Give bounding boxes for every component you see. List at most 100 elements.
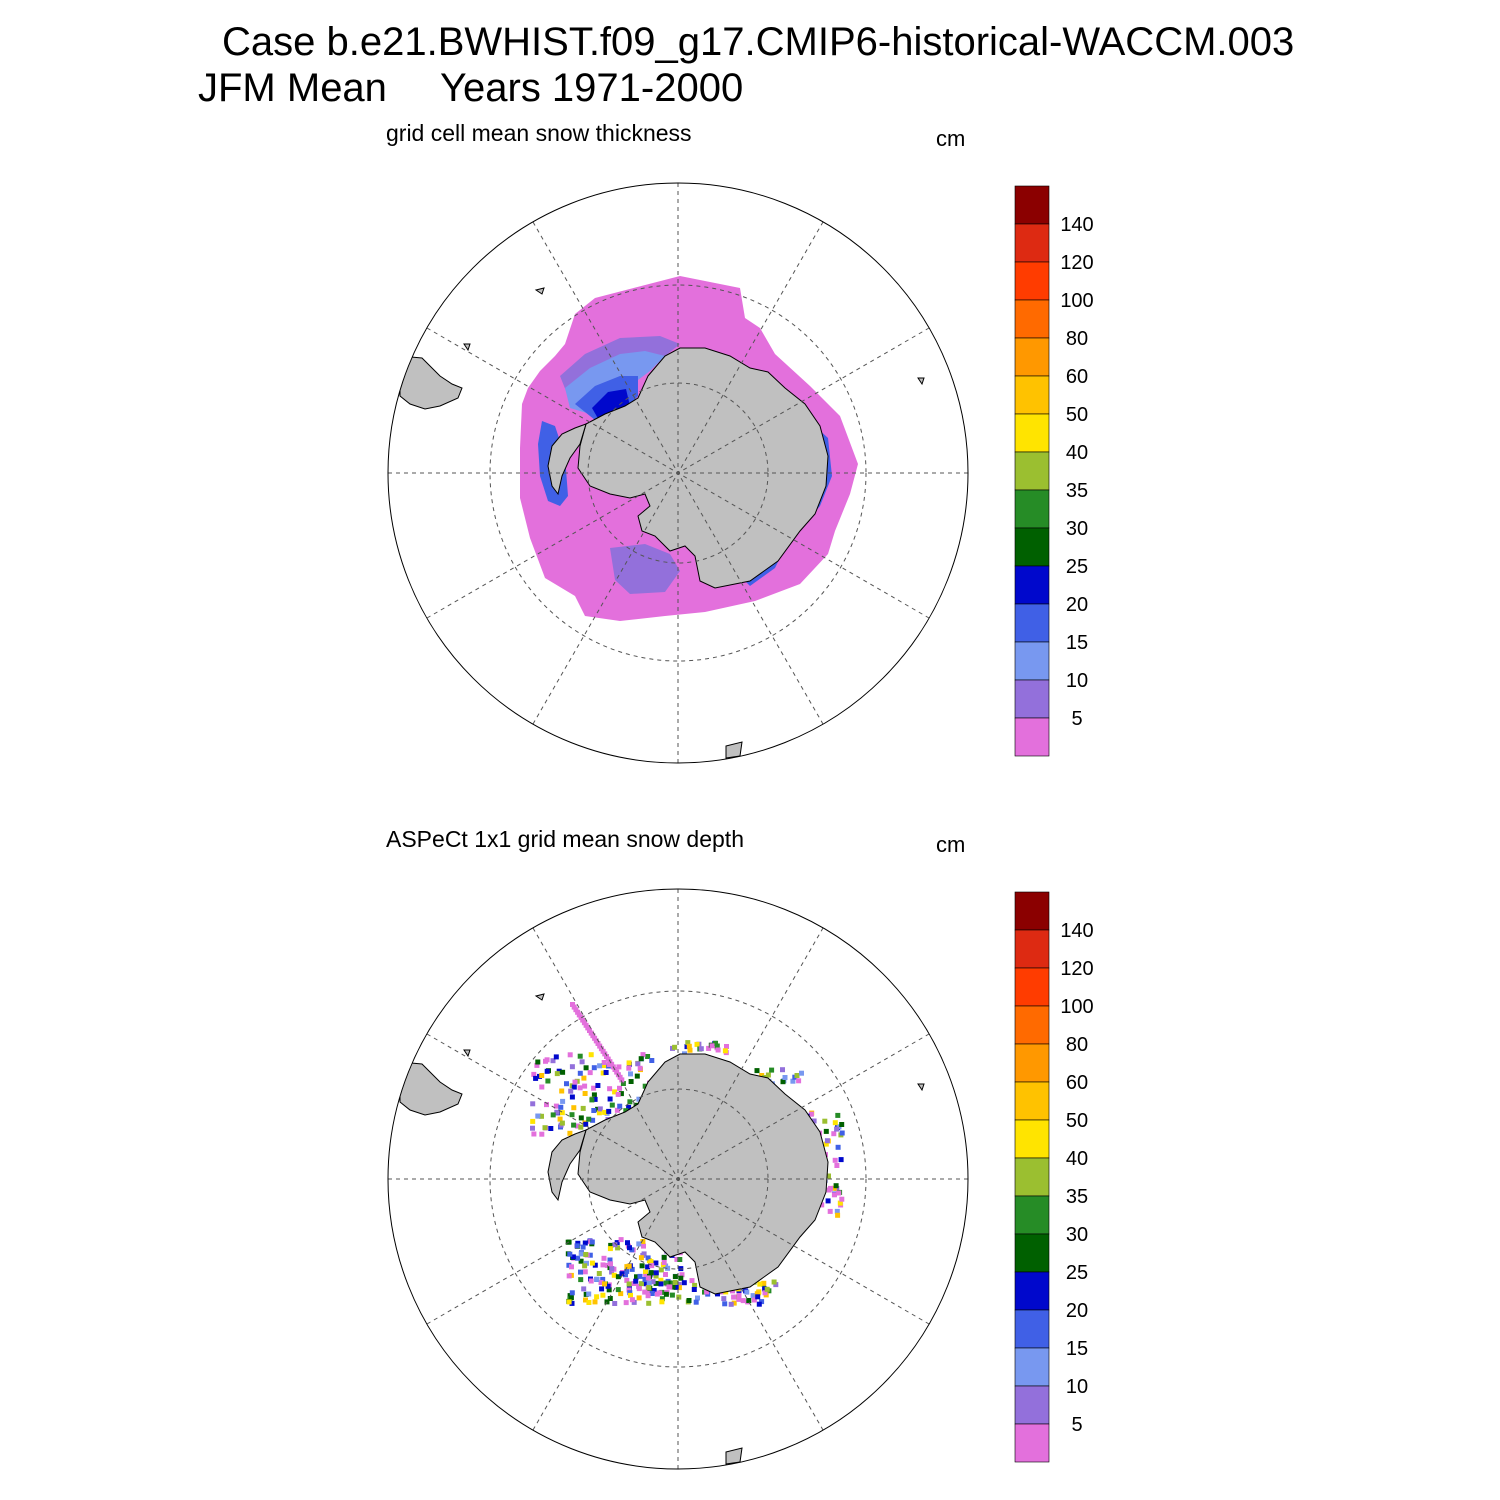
panel-1-title: grid cell mean snow thickness — [386, 120, 692, 146]
colorbar-swatch — [1014, 185, 1050, 225]
observation-cell — [672, 1280, 678, 1285]
observation-cell — [569, 1094, 575, 1100]
colorbar-tick-label: 5 — [1071, 1414, 1082, 1436]
observation-cell — [837, 1200, 843, 1206]
observation-cell — [663, 1291, 669, 1297]
observation-cell — [605, 1056, 611, 1062]
observation-cell — [560, 1098, 566, 1104]
observation-cell — [569, 1300, 575, 1306]
observation-cell — [643, 1273, 649, 1279]
observation-cell — [648, 1270, 654, 1276]
observation-cell — [586, 1116, 592, 1122]
observation-cell — [691, 1287, 697, 1292]
observation-cell — [577, 1053, 583, 1059]
colorbar-tick-label: 10 — [1066, 670, 1088, 692]
observation-cell — [635, 1061, 641, 1067]
observation-cell — [645, 1293, 651, 1299]
observation-cell — [750, 1293, 756, 1299]
colorbar-swatch — [1014, 1347, 1050, 1387]
observation-cell — [607, 1086, 613, 1092]
observation-cell — [589, 1239, 595, 1245]
latitude-ring-outer — [489, 990, 867, 1368]
colorbar-swatch — [1014, 299, 1050, 339]
observation-cell — [686, 1298, 692, 1303]
observation-cell — [636, 1096, 642, 1102]
observation-cell — [819, 1202, 825, 1208]
observation-cell — [667, 1280, 673, 1286]
colorbar-swatch — [1014, 891, 1050, 931]
observation-cell — [597, 1106, 603, 1112]
observation-cell — [634, 1274, 639, 1280]
observation-cell — [626, 1287, 632, 1293]
observation-cell — [558, 1104, 564, 1110]
observation-cell — [724, 1044, 729, 1049]
observation-cell — [839, 1196, 845, 1202]
observation-cell — [583, 1252, 589, 1257]
observation-cell — [834, 1126, 840, 1132]
observation-cell — [615, 1091, 621, 1097]
observation-cell — [646, 1280, 652, 1286]
observation-cell — [740, 1298, 746, 1304]
observation-cell — [587, 1252, 593, 1258]
observation-cell — [596, 1271, 602, 1276]
observation-cell — [615, 1072, 621, 1078]
colorbar-swatch — [1014, 1271, 1050, 1311]
observation-cell — [627, 1290, 633, 1296]
observation-cell — [831, 1131, 837, 1137]
observation-cell — [823, 1141, 829, 1147]
island-2 — [463, 343, 471, 352]
observation-cell — [623, 1108, 629, 1114]
observation-cell — [822, 1118, 828, 1124]
observation-cell — [728, 1301, 734, 1307]
observation-cell — [834, 1208, 840, 1214]
observation-cell — [639, 1263, 645, 1269]
observation-cell — [567, 1052, 573, 1058]
colorbar-tick-label: 30 — [1066, 1224, 1088, 1246]
observation-cell — [754, 1291, 760, 1297]
observation-cell — [731, 1300, 737, 1306]
observation-cell — [539, 1084, 545, 1090]
antarctica-landmass — [577, 347, 829, 589]
colorbar-swatch — [1014, 527, 1050, 567]
colorbar-tick-label: 100 — [1060, 996, 1093, 1018]
observation-cell — [645, 1275, 651, 1281]
observation-cell — [648, 1259, 654, 1265]
observation-cell — [636, 1241, 642, 1247]
observation-cell — [530, 1101, 536, 1107]
observation-cell — [638, 1255, 644, 1261]
observation-cell — [681, 1280, 687, 1286]
observation-cell — [533, 1075, 539, 1081]
observation-cell — [831, 1185, 837, 1191]
observation-cell — [616, 1064, 622, 1070]
observation-cell — [604, 1262, 610, 1268]
observation-cell — [589, 1260, 595, 1266]
observation-cell — [600, 1262, 606, 1268]
observation-cell — [600, 1070, 606, 1076]
observation-cell — [566, 1299, 572, 1305]
observation-cell — [755, 1294, 761, 1300]
observation-cell — [653, 1270, 659, 1276]
observation-cell — [573, 1007, 579, 1013]
observation-cell — [600, 1048, 606, 1054]
observation-cell — [618, 1091, 624, 1097]
observation-cell — [553, 1103, 559, 1109]
observation-cell — [571, 1105, 577, 1111]
observation-cell — [704, 1289, 710, 1295]
island-1 — [534, 287, 545, 295]
colorbar-swatch — [1014, 337, 1050, 377]
case-title: Case b.e21.BWHIST.f09_g17.CMIP6-historic… — [222, 20, 1295, 64]
map-boundary — [387, 888, 969, 1470]
observation-cell — [623, 1272, 628, 1278]
observation-cell — [578, 1251, 584, 1257]
observation-cell — [618, 1237, 624, 1243]
observation-cell — [588, 1052, 594, 1058]
observation-cell — [835, 1144, 841, 1150]
observation-cell — [744, 1289, 750, 1295]
observation-cell — [568, 1088, 574, 1094]
observation-cell — [554, 1071, 560, 1077]
meridian-150 — [532, 927, 824, 1431]
observation-cell — [612, 1242, 618, 1248]
observation-cell — [698, 1046, 704, 1052]
observation-cell — [706, 1045, 712, 1051]
observation-cell — [609, 1266, 615, 1271]
